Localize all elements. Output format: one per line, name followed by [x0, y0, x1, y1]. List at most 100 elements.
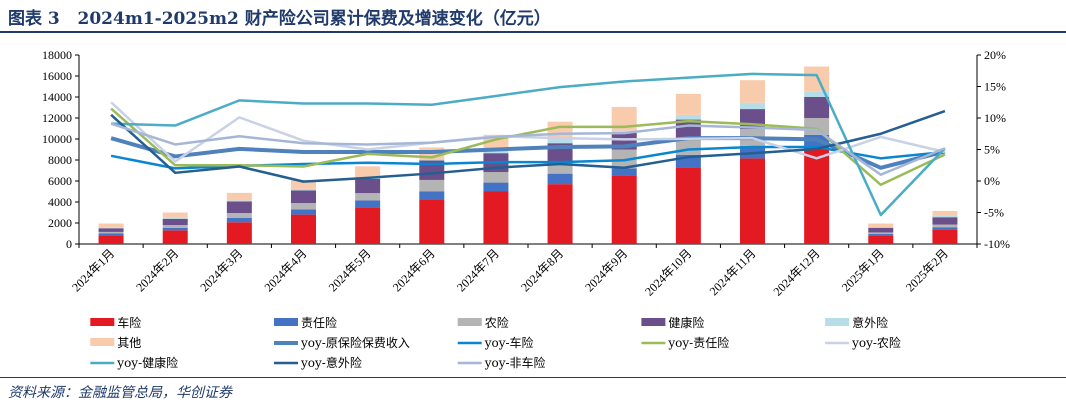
bar-车险 — [483, 191, 509, 244]
bar-农险 — [98, 231, 124, 234]
left-tick-label: 18000 — [42, 48, 72, 62]
bar-农险 — [419, 179, 445, 192]
bar-车险 — [611, 175, 637, 244]
title-divider — [0, 31, 1066, 33]
bar-其他 — [675, 93, 701, 115]
bar-健康险 — [226, 201, 252, 214]
bar-车险 — [98, 235, 124, 244]
left-tick-label: 14000 — [42, 90, 72, 104]
bar-意外险 — [547, 139, 573, 144]
chart-svg: 0 2000 4000 6000 8000 10000 12000 14000 16000 180… — [42, 48, 1010, 370]
bar-其他 — [740, 80, 765, 103]
bar-责任险 — [419, 191, 445, 200]
bar-意外险 — [611, 130, 637, 133]
x-tick-label: 2025年2月 — [903, 246, 951, 294]
bar-农险 — [291, 203, 316, 210]
bar-意外险 — [740, 102, 765, 110]
line-yoy-责任险 — [110, 107, 946, 187]
x-tick-label: 2024年6月 — [390, 246, 438, 294]
legend-label: yoy-原保险保费收入 — [300, 335, 410, 350]
bar-其他 — [355, 166, 381, 178]
line-yoy-健康险 — [111, 72, 946, 217]
bar-责任险 — [547, 173, 573, 185]
source-divider — [0, 377, 1066, 378]
bar-车险 — [932, 229, 958, 244]
bar-车险 — [355, 207, 381, 244]
left-tick-label: 8000 — [48, 153, 72, 167]
bar-其他 — [98, 223, 124, 228]
bar-车险 — [547, 184, 573, 244]
right-tick-label: 20% — [984, 48, 1006, 62]
line-yoy-农险 — [110, 101, 946, 163]
left-tick-label: 10000 — [42, 132, 72, 146]
bar-农险 — [932, 224, 958, 228]
bar-健康险 — [355, 178, 381, 194]
bar-责任险 — [98, 233, 124, 236]
bar-意外险 — [483, 151, 509, 154]
legend-label: yoy-车险 — [484, 335, 534, 350]
bar-责任险 — [355, 200, 381, 208]
x-tick-label: 2024年12月 — [770, 246, 822, 298]
right-tick-label: 10% — [984, 111, 1006, 125]
left-tick-label: 12000 — [42, 111, 72, 125]
legend-swatch-农险 — [457, 318, 482, 326]
right-tick-label: 15% — [984, 80, 1006, 94]
bar-车险 — [868, 235, 894, 244]
legend-swatch-车险 — [90, 318, 115, 326]
legend-label: 车险 — [117, 315, 141, 330]
bar-车险 — [226, 222, 252, 244]
bar-农险 — [868, 232, 894, 235]
x-tick-label: 2025年1月 — [839, 246, 887, 294]
bar-健康险 — [804, 97, 830, 118]
bar-责任险 — [611, 168, 637, 176]
bar-车险 — [162, 230, 188, 244]
bar-责任险 — [932, 227, 958, 230]
figure-title: 图表 3 2024m1-2025m2 财产险公司累计保费及增速变化（亿元） — [8, 9, 551, 29]
legend-label: yoy-意外险 — [300, 355, 362, 370]
legend-label: 其他 — [117, 336, 141, 350]
bar-车险 — [804, 149, 830, 244]
line-yoy-意外险 — [110, 109, 946, 183]
right-tick-label: -5% — [984, 206, 1004, 220]
legend-label: yoy-非车险 — [484, 355, 546, 370]
bar-其他 — [804, 66, 830, 92]
bar-意外险 — [291, 188, 316, 191]
bar-车险 — [291, 214, 316, 244]
legend-swatch-责任险 — [274, 318, 298, 326]
legend-label: yoy-责任险 — [667, 335, 729, 350]
bar-车险 — [675, 167, 701, 244]
bar-意外险 — [419, 158, 445, 161]
left-tick-label: 4000 — [48, 195, 72, 209]
bar-意外险 — [675, 114, 701, 120]
legend-label: 健康险 — [668, 315, 704, 330]
bar-农险 — [226, 213, 252, 218]
left-tick-label: 2000 — [48, 216, 72, 230]
bar-意外险 — [804, 91, 830, 97]
x-tick-label: 2024年7月 — [454, 246, 502, 294]
bar-意外险 — [226, 200, 252, 202]
bar-健康险 — [162, 218, 188, 226]
bar-责任险 — [483, 182, 509, 192]
bar-责任险 — [226, 217, 252, 223]
bar-农险 — [162, 225, 188, 228]
bar-农险 — [355, 193, 381, 201]
x-tick-label: 2024年5月 — [326, 246, 374, 294]
bar-责任险 — [162, 227, 188, 231]
x-tick-label: 2024年8月 — [518, 246, 566, 294]
bar-其他 — [932, 210, 958, 216]
bar-健康险 — [98, 228, 124, 232]
right-tick-label: -10% — [984, 237, 1010, 251]
line-yoy-原保险保费收入 — [110, 136, 946, 170]
left-tick-label: 6000 — [48, 174, 72, 188]
legend-label: yoy-健康险 — [116, 355, 178, 370]
legend-label: 农险 — [485, 315, 509, 330]
legend-label: 责任险 — [301, 315, 337, 330]
legend-label: yoy-农险 — [851, 335, 901, 350]
bar-健康险 — [932, 217, 958, 225]
bar-农险 — [547, 163, 573, 174]
right-tick-label: 0% — [984, 174, 1000, 188]
source-note: 资料来源：金融监管总局，华创证券 — [8, 385, 232, 401]
x-tick-label: 2024年4月 — [262, 246, 310, 294]
x-tick-label: 2024年11月 — [707, 246, 759, 298]
